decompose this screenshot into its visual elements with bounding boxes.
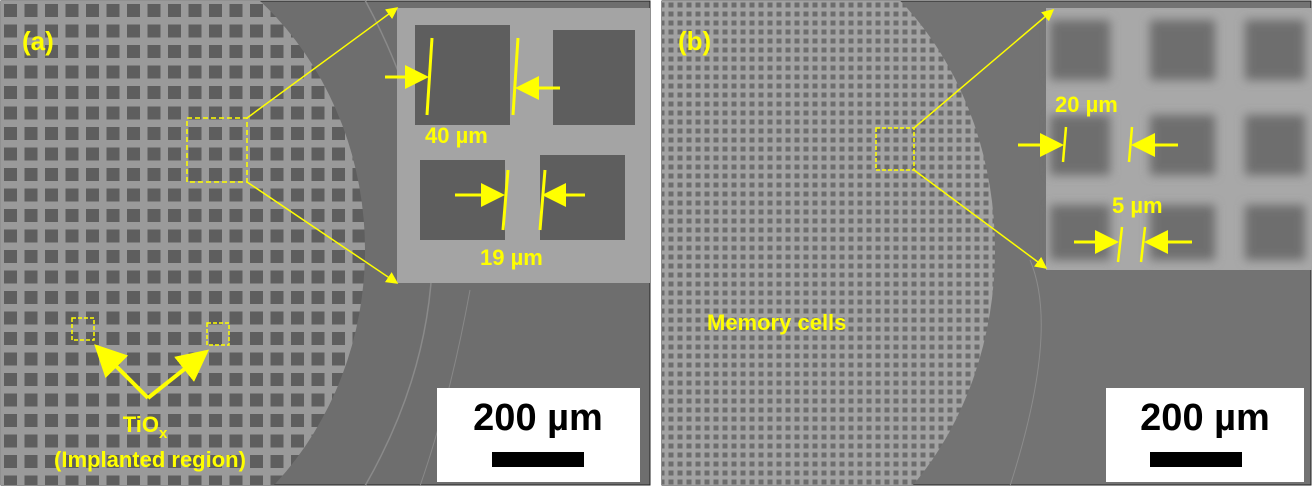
- panel-a: (a) 40 µm 19 µm TiOx (Implanted region) …: [1, 0, 650, 486]
- figure: (a) 40 µm 19 µm TiOx (Implanted region) …: [0, 0, 1312, 486]
- inset-label: 40 µm: [425, 123, 488, 148]
- panel-label: (b): [678, 26, 711, 56]
- scale-bar-label: 200 µm: [1140, 397, 1270, 439]
- inset-label: 5 µm: [1112, 193, 1163, 218]
- region-label-subscript: x: [159, 425, 168, 442]
- panel-b: (b) 20 µm 5 µm Memory cells 200 µm: [662, 1, 1312, 486]
- region-label-detail: (Implanted region): [54, 447, 246, 472]
- inset-label: 20 µm: [1055, 92, 1118, 117]
- region-label: Memory cells: [707, 310, 846, 335]
- scale-bar-label: 200 µm: [473, 397, 603, 439]
- panel-label: (a): [22, 26, 54, 56]
- region-label-main: TiO: [123, 412, 159, 437]
- inset-label: 19 µm: [480, 245, 543, 270]
